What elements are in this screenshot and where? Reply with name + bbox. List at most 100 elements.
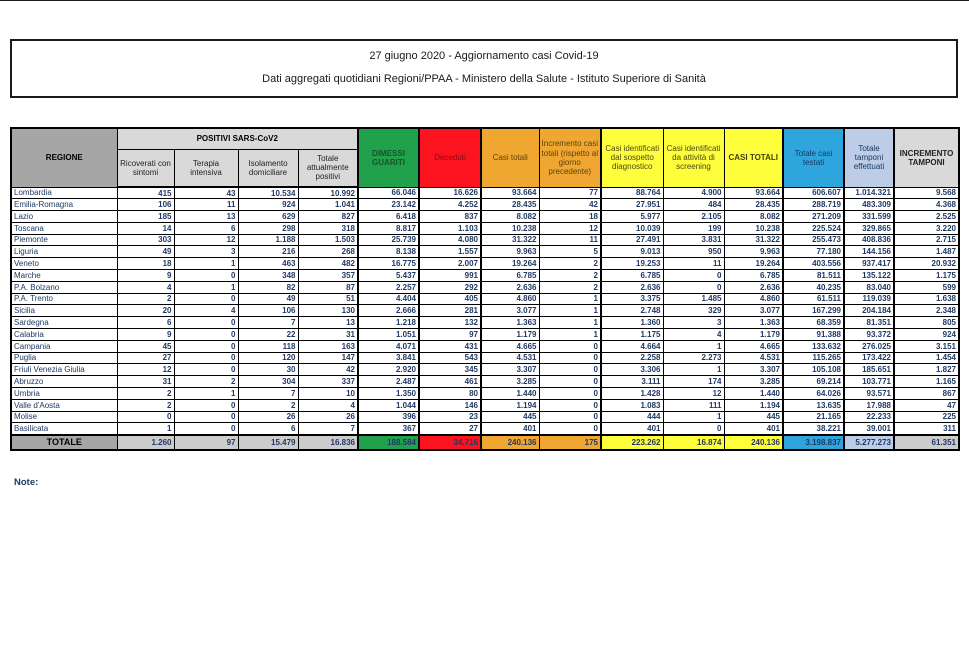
cell-dimessi-guariti: 5.437: [357, 269, 420, 282]
cell-terapia-intensiva: 12: [173, 233, 239, 247]
cell-tamponi: 144.156: [843, 245, 895, 259]
cell-casi-sospetto: 401: [600, 422, 664, 436]
cell-ricoverati: 2: [116, 387, 175, 400]
cell-deceduti: 543: [418, 351, 482, 365]
cell-isolamento: 106: [237, 304, 299, 318]
cell-casi-totali: 93.664: [480, 186, 540, 200]
cell-ricoverati: 0: [116, 410, 175, 424]
cell-casi-screening: 11: [662, 257, 725, 271]
cell-casi-totali-2: 9.963: [723, 245, 784, 259]
cell-dimessi-guariti: 2.487: [357, 375, 420, 389]
cell-casi-totali: 3.307: [480, 363, 540, 377]
cell-casi-totali-2: 1.194: [723, 398, 784, 412]
cell-casi-screening: 1.485: [662, 292, 725, 306]
total-cell-casi-sospetto: 223.262: [600, 433, 664, 451]
cell-casi-testati: 606.607: [782, 186, 845, 200]
region-label: Puglia: [10, 351, 118, 365]
region-label: Basilicata: [10, 422, 118, 436]
cell-incremento-casi: 1: [538, 328, 602, 341]
cell-ricoverati: 4: [116, 280, 175, 294]
cell-incremento-tamponi: 924: [893, 328, 960, 341]
cell-deceduti: 2.007: [418, 257, 482, 271]
cell-casi-sospetto: 3.111: [600, 375, 664, 389]
cell-isolamento: 298: [237, 221, 299, 235]
cell-isolamento: 304: [237, 375, 299, 389]
total-cell-incremento-tamponi: 61.351: [893, 433, 960, 451]
cell-tamponi: 331.599: [843, 210, 895, 223]
cell-casi-sospetto: 1.175: [600, 328, 664, 341]
region-label: Umbria: [10, 387, 118, 400]
cell-casi-totali-2: 28.435: [723, 198, 784, 212]
cell-incremento-casi: 5: [538, 245, 602, 259]
cell-incremento-casi: 12: [538, 221, 602, 235]
cell-casi-testati: 225.524: [782, 221, 845, 235]
cell-ricoverati: 14: [116, 221, 175, 235]
cell-casi-testati: 255.473: [782, 233, 845, 247]
cell-tamponi: 1.014.321: [843, 186, 895, 200]
cell-incremento-casi: 0: [538, 410, 602, 424]
cell-tamponi: 185.651: [843, 363, 895, 377]
table-row: Molise 0 0 26 26 396 23 445 0 444 1 445 21.165 22.233…: [10, 410, 960, 424]
cell-casi-screening: 3.831: [662, 233, 725, 247]
cell-terapia-intensiva: 0: [173, 269, 239, 282]
cell-incremento-tamponi: 3.151: [893, 339, 960, 353]
cell-casi-screening: 1: [662, 363, 725, 377]
column-header-casi-totali-2: CASI TOTALI: [723, 127, 784, 188]
cell-casi-sospetto: 88.764: [600, 186, 664, 200]
cell-deceduti: 345: [418, 363, 482, 377]
cell-dimessi-guariti: 1.218: [357, 316, 420, 330]
cell-casi-screening: 2.105: [662, 210, 725, 223]
table-row: Veneto 18 1 463 482 16.775 2.007 19.264 2 19.253 1…: [10, 257, 960, 271]
cell-casi-screening: 3: [662, 316, 725, 330]
cell-deceduti: 146: [418, 398, 482, 412]
cell-casi-screening: 329: [662, 304, 725, 318]
cell-deceduti: 132: [418, 316, 482, 330]
cell-casi-totali: 1.194: [480, 398, 540, 412]
cell-ricoverati: 12: [116, 363, 175, 377]
cell-terapia-intensiva: 1: [173, 257, 239, 271]
table-row: Sicilia 20 4 106 130 2.666 281 3.077 1 2.748 329 3.…: [10, 304, 960, 318]
total-cell-tamponi: 5.277.273: [843, 433, 895, 451]
cell-terapia-intensiva: 43: [173, 186, 239, 200]
cell-terapia-intensiva: 3: [173, 245, 239, 259]
cell-casi-testati: 81.511: [782, 269, 845, 282]
region-label: P.A. Bolzano: [10, 280, 118, 294]
cell-isolamento: 7: [237, 316, 299, 330]
cell-deceduti: 461: [418, 375, 482, 389]
top-divider: [0, 0, 969, 1]
cell-casi-testati: 21.165: [782, 410, 845, 424]
cell-casi-totali-2: 8.082: [723, 210, 784, 223]
column-header-isolamento: Isolamento domiciliare: [237, 148, 299, 188]
cell-casi-sospetto: 2.636: [600, 280, 664, 294]
cell-terapia-intensiva: 0: [173, 316, 239, 330]
cell-casi-screening: 12: [662, 387, 725, 400]
table-row: Emilia-Romagna 106 11 924 1.041 23.142 4.252 28…: [10, 198, 960, 212]
cell-incremento-tamponi: 1.487: [893, 245, 960, 259]
cell-casi-totali: 10.238: [480, 221, 540, 235]
cell-incremento-casi: 18: [538, 210, 602, 223]
cell-terapia-intensiva: 11: [173, 198, 239, 212]
cell-dimessi-guariti: 1.350: [357, 387, 420, 400]
cell-totale-positivi: 1.503: [297, 233, 359, 247]
cell-terapia-intensiva: 0: [173, 339, 239, 353]
cell-casi-testati: 40.235: [782, 280, 845, 294]
cell-incremento-tamponi: 805: [893, 316, 960, 330]
cell-dimessi-guariti: 2.257: [357, 280, 420, 294]
cell-incremento-casi: 1: [538, 304, 602, 318]
cell-casi-testati: 105.108: [782, 363, 845, 377]
cell-dimessi-guariti: 4.404: [357, 292, 420, 306]
note-label: Note:: [14, 477, 39, 488]
cell-terapia-intensiva: 1: [173, 280, 239, 294]
cell-casi-screening: 0: [662, 422, 725, 436]
cell-isolamento: 629: [237, 210, 299, 223]
region-label: Valle d'Aosta: [10, 398, 118, 412]
cell-deceduti: 991: [418, 269, 482, 282]
cell-isolamento: 924: [237, 198, 299, 212]
cell-incremento-casi: 11: [538, 233, 602, 247]
column-header-casi-totali: Casi totali: [480, 127, 540, 188]
cell-totale-positivi: 87: [297, 280, 359, 294]
cell-tamponi: 204.184: [843, 304, 895, 318]
cell-casi-totali: 3.285: [480, 375, 540, 389]
cell-incremento-tamponi: 20.932: [893, 257, 960, 271]
cell-ricoverati: 45: [116, 339, 175, 353]
